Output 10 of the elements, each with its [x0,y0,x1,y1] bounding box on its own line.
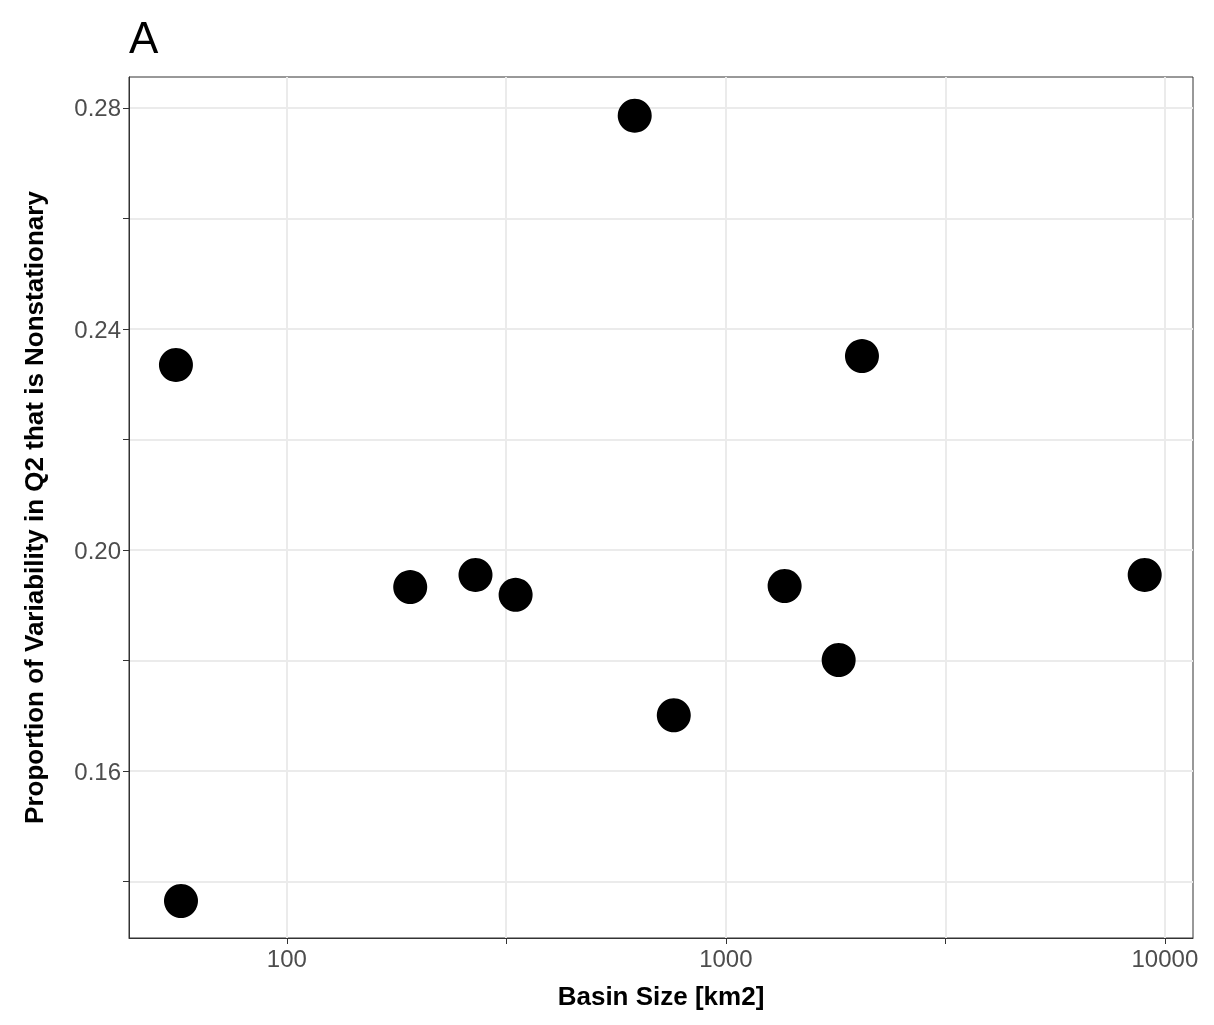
y-tick-label: 0.20 [74,536,121,564]
x-axis-title: Basin Size [km2] [557,981,765,1011]
y-axis-title: Proportion of Variability in Q2 that is Nonstationary [19,190,49,824]
y-tick-label: 0.16 [74,757,121,785]
x-tick-label: 10000 [1131,944,1199,972]
y-tick-label: 0.28 [74,94,121,122]
y-tick-label: 0.24 [74,315,121,343]
x-tick-label: 100 [266,944,307,972]
x-tick-label: 1000 [699,944,753,972]
chart-title: A [129,12,159,62]
